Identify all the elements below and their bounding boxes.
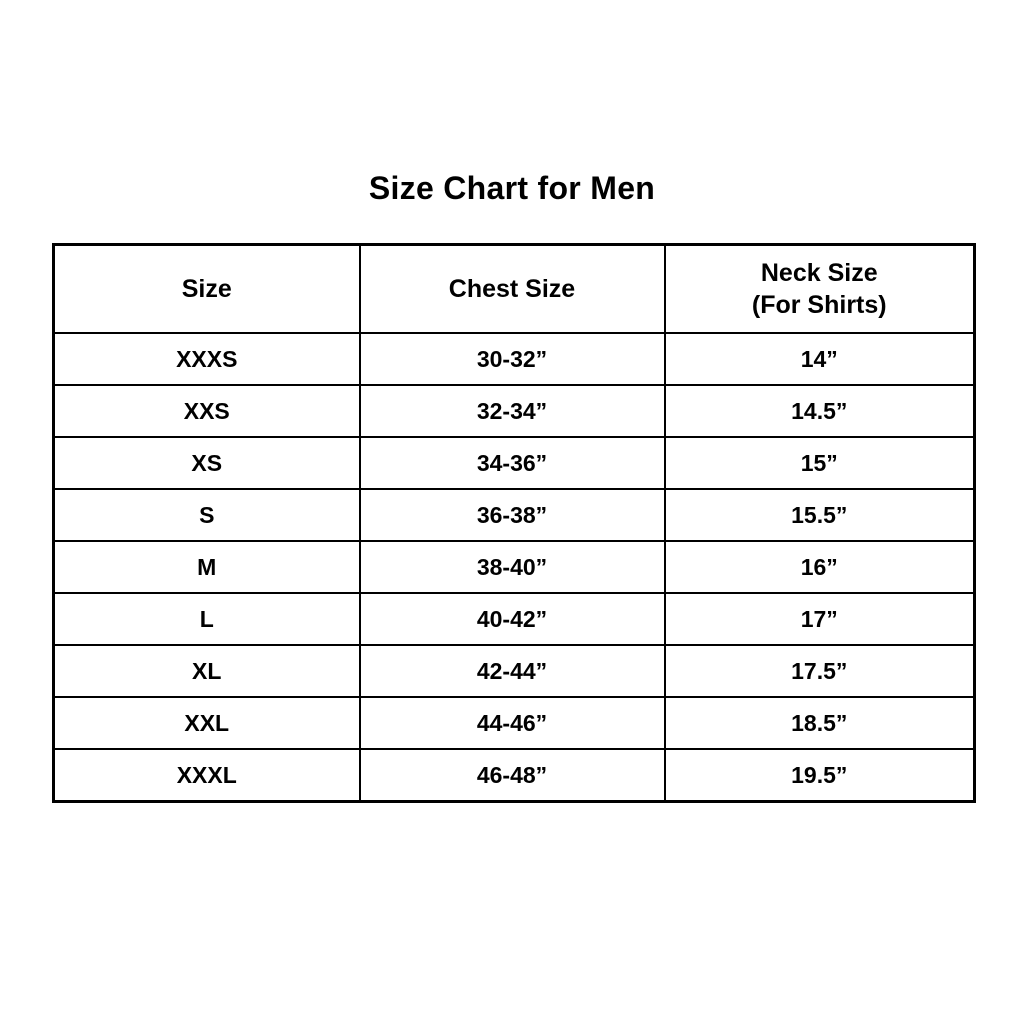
page-title: Size Chart for Men bbox=[368, 170, 656, 206]
neck-cell: 15.5” bbox=[663, 488, 976, 542]
size-chart-table: Size Chest Size Neck Size (For Shirts) X… bbox=[52, 243, 976, 803]
chest-cell: 38-40” bbox=[358, 540, 666, 594]
table-header-row: Size Chest Size Neck Size (For Shirts) bbox=[52, 243, 976, 334]
table-row: S 36-38” 15.5” bbox=[52, 488, 976, 542]
size-cell: XXXL bbox=[52, 748, 361, 803]
neck-cell: 14.5” bbox=[663, 384, 976, 438]
size-cell: M bbox=[52, 540, 361, 594]
table-row: L 40-42” 17” bbox=[52, 592, 976, 646]
column-header-chest-label: Chest Size bbox=[448, 274, 576, 303]
chest-cell: 32-34” bbox=[358, 384, 666, 438]
column-header-neck-sublabel: (For Shirts) bbox=[751, 291, 887, 319]
size-cell: XXL bbox=[52, 696, 361, 750]
neck-cell: 16” bbox=[663, 540, 976, 594]
table-row: XXL 44-46” 18.5” bbox=[52, 696, 976, 750]
neck-cell: 17.5” bbox=[663, 644, 976, 698]
column-header-neck-label: Neck Size bbox=[760, 258, 878, 287]
table-row: XS 34-36” 15” bbox=[52, 436, 976, 490]
size-cell: XXS bbox=[52, 384, 361, 438]
neck-cell: 18.5” bbox=[663, 696, 976, 750]
table-row: XXXL 46-48” 19.5” bbox=[52, 748, 976, 803]
column-header-chest: Chest Size bbox=[358, 243, 666, 334]
size-cell: XXXS bbox=[52, 332, 361, 386]
column-header-size-label: Size bbox=[181, 274, 232, 303]
table-row: XXXS 30-32” 14” bbox=[52, 332, 976, 386]
chest-cell: 40-42” bbox=[358, 592, 666, 646]
size-cell: L bbox=[52, 592, 361, 646]
column-header-neck: Neck Size (For Shirts) bbox=[663, 243, 976, 334]
chest-cell: 42-44” bbox=[358, 644, 666, 698]
chest-cell: 30-32” bbox=[358, 332, 666, 386]
chest-cell: 36-38” bbox=[358, 488, 666, 542]
table-row: XXS 32-34” 14.5” bbox=[52, 384, 976, 438]
size-cell: XS bbox=[52, 436, 361, 490]
chest-cell: 46-48” bbox=[358, 748, 666, 803]
size-cell: XL bbox=[52, 644, 361, 698]
neck-cell: 15” bbox=[663, 436, 976, 490]
table-row: M 38-40” 16” bbox=[52, 540, 976, 594]
chest-cell: 44-46” bbox=[358, 696, 666, 750]
neck-cell: 17” bbox=[663, 592, 976, 646]
column-header-size: Size bbox=[52, 243, 361, 334]
neck-cell: 14” bbox=[663, 332, 976, 386]
neck-cell: 19.5” bbox=[663, 748, 976, 803]
chest-cell: 34-36” bbox=[358, 436, 666, 490]
size-cell: S bbox=[52, 488, 361, 542]
table-row: XL 42-44” 17.5” bbox=[52, 644, 976, 698]
